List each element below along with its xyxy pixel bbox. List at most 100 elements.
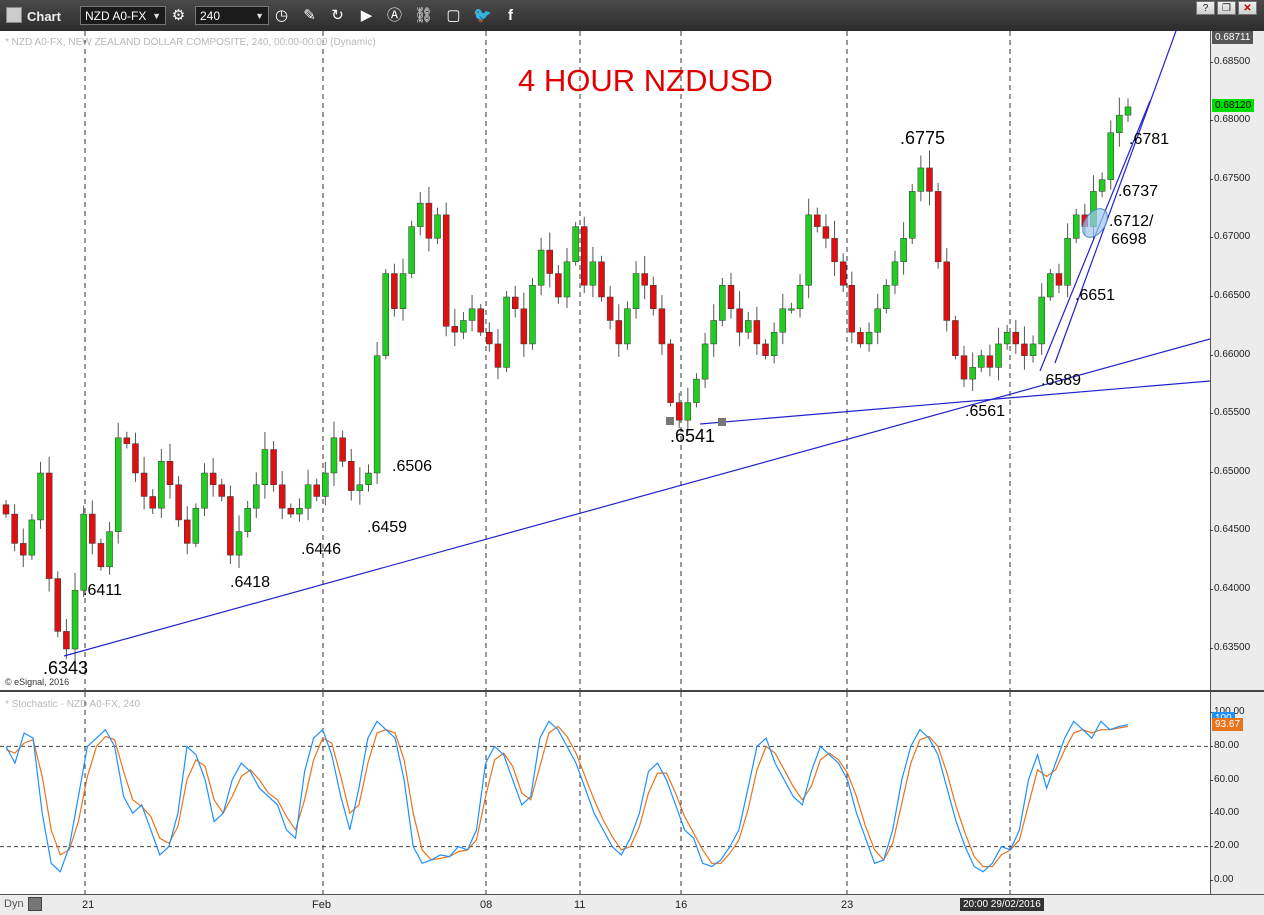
candle-body	[494, 343, 502, 368]
restore-button[interactable]: ❐	[1217, 1, 1236, 15]
candle-body	[434, 214, 441, 239]
candle-body	[235, 531, 243, 556]
price-annotation: .6343	[43, 658, 89, 678]
candle-body	[710, 320, 717, 345]
candle-body	[253, 484, 260, 509]
candle-body	[106, 531, 113, 568]
settings-icon[interactable]: ⚙	[171, 7, 186, 24]
chart-header: * NZD A0-FX, NEW ZEALAND DOLLAR COMPOSIT…	[5, 37, 376, 48]
candle-body	[417, 202, 424, 227]
time-label: 11	[574, 899, 586, 911]
candle-body	[1038, 296, 1045, 345]
candle-body	[1072, 214, 1080, 239]
anchor-marker	[666, 417, 674, 425]
candle-body	[995, 343, 1002, 368]
link-icon[interactable]: ⛓	[414, 7, 434, 24]
stoch-tick: 0.00	[1209, 874, 1234, 885]
candle-body	[183, 519, 191, 544]
price-tick: 0.66500	[1209, 290, 1251, 301]
indicator-header: * Stochastic - NZD A0-FX, 240	[5, 699, 141, 710]
candle-body	[63, 631, 70, 650]
chat-icon[interactable]: ▢	[446, 7, 461, 24]
candle-body	[468, 308, 476, 321]
candle-body	[227, 496, 234, 556]
candle-body	[796, 285, 804, 309]
clock-icon[interactable]: ◷	[274, 7, 289, 24]
candle-body	[874, 308, 881, 333]
dyn-label: Dyn	[4, 898, 24, 910]
stoch-tick: 40.00	[1209, 807, 1240, 818]
price-annotation: .6781	[1129, 131, 1170, 148]
candle-body	[978, 355, 985, 368]
time-axis[interactable]: Dyn 21 Feb 08 11 16 23 20:00 29/02/2016	[0, 894, 1264, 915]
cursor-date: 20:00 29/02/2016	[960, 898, 1044, 911]
candle-body	[684, 402, 692, 421]
candle-body	[529, 285, 536, 345]
price-tick: 0.68000	[1209, 114, 1251, 125]
candle-body	[97, 543, 105, 568]
candle-body	[356, 484, 364, 491]
price-panel[interactable]: * NZD A0-FX, NEW ZEALAND DOLLAR COMPOSIT…	[0, 31, 1210, 690]
stochastic-panel[interactable]: * Stochastic - NZD A0-FX, 240	[0, 692, 1210, 894]
chart-title: 4 HOUR NZDUSD	[518, 63, 773, 98]
interval-selector[interactable]: 240 ▼	[195, 6, 269, 25]
price-chart-svg	[2, 31, 1210, 690]
candle-body	[1021, 343, 1028, 356]
panel-divider[interactable]	[0, 690, 1264, 692]
close-button[interactable]: ✕	[1238, 1, 1257, 15]
candle-body	[1098, 179, 1106, 192]
candle-body	[1064, 238, 1071, 286]
candle-body	[934, 191, 942, 263]
stochastic-k-line	[5, 720, 1129, 873]
candle-body	[511, 296, 519, 309]
refresh-icon[interactable]: ↻	[331, 7, 344, 24]
candle-body	[45, 472, 53, 579]
candle-body	[114, 437, 122, 532]
lock-icon[interactable]	[28, 897, 42, 911]
help-button[interactable]: ?	[1196, 1, 1215, 15]
candle-body	[477, 308, 484, 333]
candle-body	[54, 578, 62, 632]
window-title-label: Chart	[27, 9, 61, 24]
pencil-icon[interactable]: ✎	[303, 7, 316, 24]
candle-body	[952, 320, 959, 356]
price-annotation: .6541	[670, 426, 716, 446]
candle-body	[330, 437, 338, 474]
stoch-tick: 20.00	[1209, 840, 1240, 851]
candle-body	[382, 273, 390, 356]
candle-body	[192, 507, 200, 544]
symbol-value: NZD A0-FX	[85, 9, 147, 23]
candle-body	[1003, 331, 1011, 345]
candle-body	[132, 443, 139, 474]
candle-body	[287, 507, 295, 515]
play-icon[interactable]: ▶	[360, 7, 373, 24]
symbol-selector[interactable]: NZD A0-FX ▼	[80, 6, 166, 25]
candle-body	[1055, 273, 1063, 286]
candle-body	[675, 402, 683, 421]
facebook-icon[interactable]: f	[508, 7, 513, 24]
candle-body	[71, 590, 79, 650]
candle-body	[1047, 273, 1054, 298]
price-axis[interactable]: 0.68711 0.68500 0.68120 0.68000 0.67500 …	[1209, 31, 1264, 690]
candle-body	[839, 261, 847, 286]
price-annotation: .6446	[301, 541, 342, 558]
candle-body	[581, 226, 588, 286]
candle-body	[218, 484, 226, 497]
candle-body	[822, 226, 830, 239]
candle-body	[658, 308, 666, 345]
candle-body	[891, 261, 899, 286]
candle-body	[20, 543, 27, 556]
candle-body	[831, 238, 838, 263]
stoch-tick: 80.00	[1209, 740, 1240, 751]
alert-icon[interactable]: Ⓐ	[386, 7, 402, 24]
candle-body	[917, 167, 925, 192]
stochastic-axis[interactable]: 100.00 100 93.67 80.00 60.00 40.00 20.00…	[1209, 692, 1264, 894]
candle-body	[296, 507, 303, 515]
twitter-icon[interactable]: 🐦	[473, 7, 492, 24]
price-annotation: .6589	[1041, 372, 1082, 389]
price-annotation: .6459	[367, 519, 408, 536]
candle-body	[270, 449, 277, 485]
price-annotation: .6737	[1118, 183, 1159, 200]
candle-body	[123, 437, 131, 444]
trendline	[63, 338, 1210, 657]
